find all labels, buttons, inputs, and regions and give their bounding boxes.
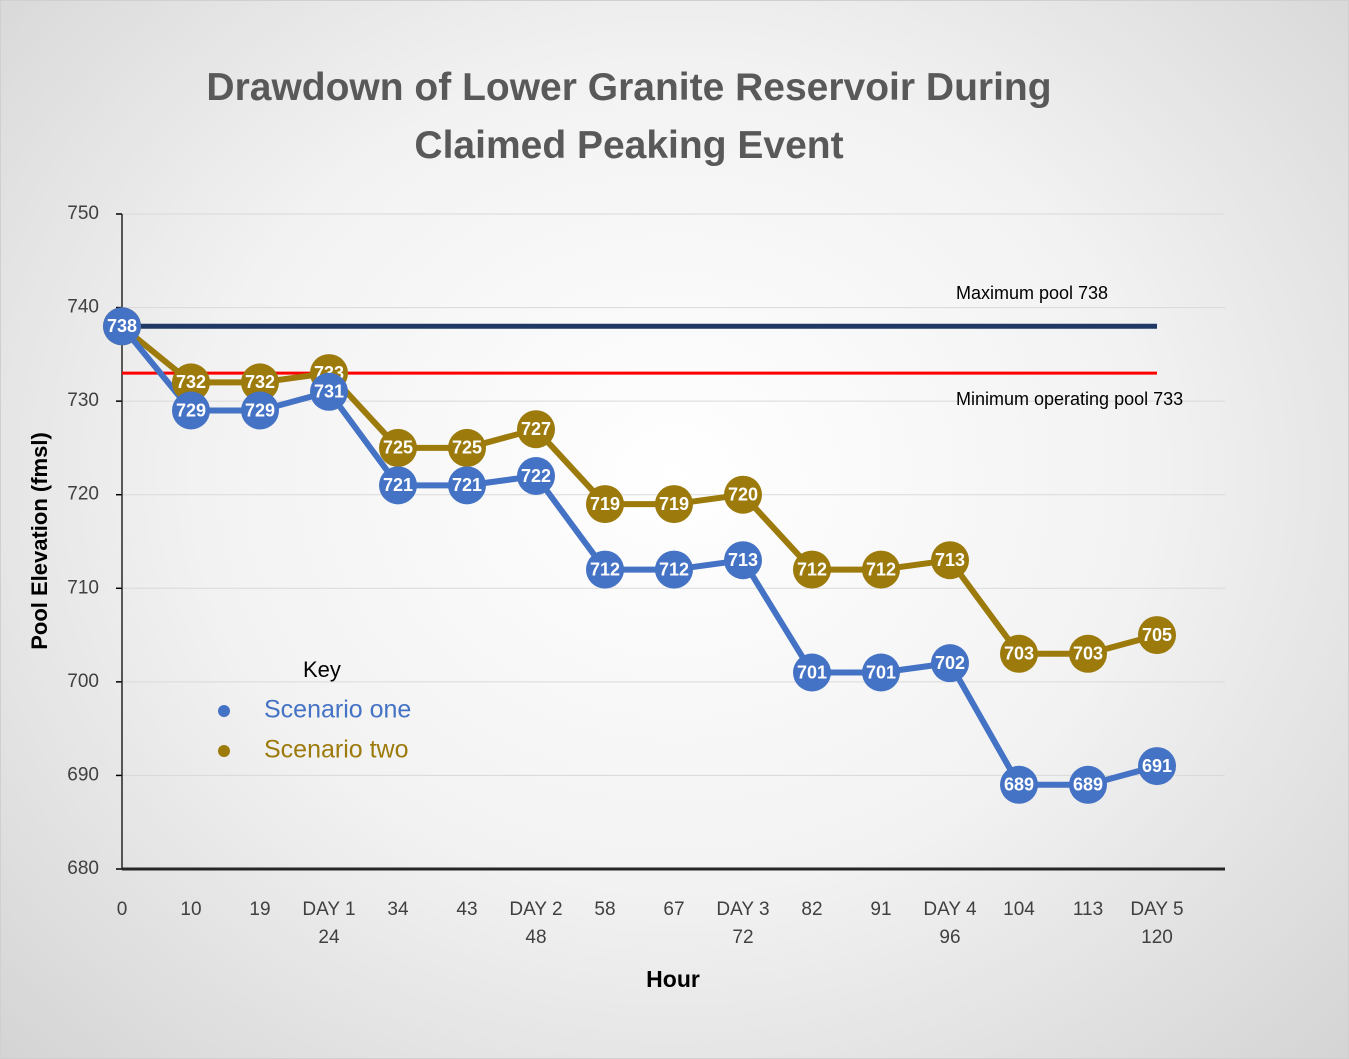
data-point [931,541,969,580]
x-tick-label: 67 [663,899,685,920]
data-label: 738 [107,316,137,336]
data-label: 729 [245,400,275,420]
data-point [862,653,900,692]
data-label: 712 [866,559,896,579]
data-point [586,550,624,589]
x-tick-label: 10 [180,899,202,920]
x-tick-label: 34 [387,899,409,920]
data-point [1000,634,1038,673]
x-tick-label: 104 [1003,899,1035,920]
data-label: 713 [935,550,965,570]
x-tick-label: 0 [116,899,128,920]
legend-label: Scenario two [264,736,409,764]
x-tick-label: DAY 3 72 [716,899,770,948]
data-point [448,428,486,467]
legend-title: Key [303,657,341,682]
data-point [655,550,693,589]
data-label: 703 [1004,644,1034,664]
y-tick-label: 730 [67,390,99,411]
y-tick-label: 690 [67,764,99,785]
y-tick-label: 740 [67,297,99,318]
data-label: 729 [176,400,206,420]
data-label: 721 [383,475,413,495]
data-label: 712 [659,559,689,579]
x-tick-label: 43 [456,899,478,920]
data-point [1138,616,1176,655]
data-point [724,541,762,580]
legend-label: Scenario one [264,696,411,724]
data-point [793,550,831,589]
data-label: 701 [866,662,896,682]
data-label: 722 [521,466,551,486]
data-label: 712 [590,559,620,579]
series-line [119,324,1158,788]
x-tick-label: 82 [801,899,823,920]
data-point [1069,765,1107,804]
data-point [724,475,762,514]
legend-marker [218,705,230,717]
data-point [310,372,348,411]
data-point [172,363,210,402]
x-tick-label: 58 [594,899,616,920]
y-tick-label: 720 [67,484,99,505]
y-axis-label: Pool Elevation (fmsl) [27,432,52,650]
reference-label: Maximum pool 738 [956,283,1108,303]
data-point [1069,634,1107,673]
series-line [120,323,1158,657]
x-tick-label: DAY 5 120 [1130,899,1184,948]
data-point [241,363,279,402]
data-label: 725 [452,438,482,458]
x-tick-label: DAY 2 48 [509,899,563,948]
data-label: 719 [659,494,689,514]
data-point [931,644,969,683]
data-label: 703 [1073,644,1103,664]
legend-marker [218,745,230,757]
y-tick-label: 710 [67,577,99,598]
data-point [448,466,486,505]
data-label: 732 [176,372,206,392]
data-label: 701 [797,662,827,682]
data-label: 689 [1004,775,1034,795]
data-point [379,428,417,467]
data-label: 702 [935,653,965,673]
y-tick-label: 700 [67,671,99,692]
data-point [172,391,210,430]
data-point [1138,747,1176,786]
y-tick-label: 750 [67,203,99,224]
x-tick-label: DAY 1 24 [302,899,356,948]
data-label: 689 [1073,775,1103,795]
data-point [655,485,693,524]
x-axis-label: Hour [646,966,700,992]
reference-label: Minimum operating pool 733 [956,389,1183,409]
data-label: 727 [521,419,551,439]
data-label: 721 [452,475,482,495]
y-tick-label: 680 [67,858,99,879]
data-point [103,307,141,346]
x-tick-label: 19 [249,899,271,920]
data-label: 712 [797,559,827,579]
data-point [241,391,279,430]
data-label: 732 [245,372,275,392]
chart-title: Drawdown of Lower Granite Reservoir Duri… [206,66,1052,167]
data-label: 731 [314,382,344,402]
data-point [517,457,555,495]
x-tick-label: 113 [1072,899,1104,920]
data-point [379,466,417,505]
x-tick-label: DAY 4 96 [923,899,977,948]
data-label: 725 [383,438,413,458]
data-point [517,410,555,449]
data-point [793,653,831,692]
data-label: 705 [1142,625,1172,645]
x-tick-label: 91 [870,899,892,920]
data-label: 691 [1142,756,1172,776]
data-point [1000,765,1038,804]
data-label: 719 [590,494,620,514]
data-point [862,550,900,589]
data-point [586,485,624,524]
data-label: 720 [728,484,758,504]
data-label: 713 [728,550,758,570]
